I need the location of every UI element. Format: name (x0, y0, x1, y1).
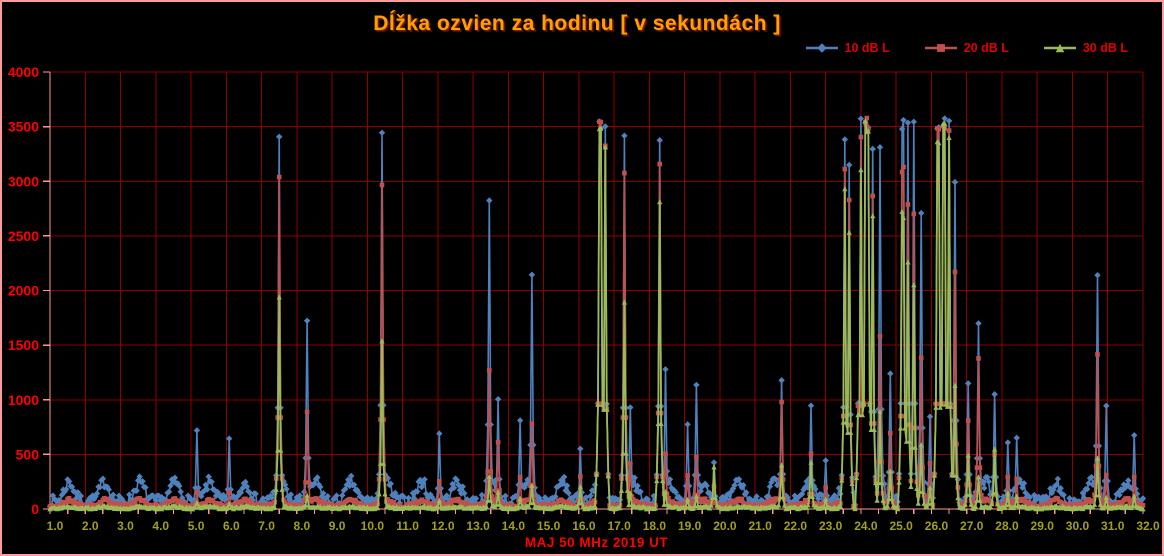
x-tick-label: 5.0 (188, 519, 205, 533)
x-axis-title: MAJ 50 MHz 2019 UT (524, 535, 669, 550)
legend-item-30db: 30 dB L (1043, 41, 1128, 55)
series-30db (47, 118, 1146, 512)
x-tick-label: 6.0 (223, 519, 240, 533)
x-tick-label: 18.0 (643, 519, 667, 533)
y-tick-label: 500 (16, 446, 40, 462)
legend: 10 dB L 20 dB L 30 dB L (805, 41, 1128, 55)
legend-item-20db: 20 dB L (924, 41, 1009, 55)
legend-marker-30db-triangle-icon (1043, 43, 1076, 53)
x-tick-label: 29.0 (1031, 519, 1055, 533)
legend-marker-20db-square-icon (924, 44, 957, 52)
y-tick-label: 4000 (8, 64, 39, 80)
x-tick-label: 30.0 (1066, 519, 1090, 533)
x-tick-label: 14.0 (502, 519, 526, 533)
x-tick-label: 23.0 (819, 519, 843, 533)
x-axis-tick-labels: 1.0 2.0 3.0 4.0 5.0 6.0 7.0 8.0 9.0 10.0 11.0 12.0 1… (47, 519, 1160, 533)
series-markers-30db (47, 118, 1146, 512)
chart-title: Dĺžka ozvien za hodinu [ v sekundách ] (373, 12, 781, 35)
x-tick-label: 3.0 (117, 519, 134, 533)
x-tick-label: 17.0 (607, 519, 631, 533)
x-tick-label: 19.0 (678, 519, 702, 533)
x-tick-label: 16.0 (572, 519, 596, 533)
legend-label-10db: 10 dB L (844, 41, 890, 55)
x-tick-label: 7.0 (258, 519, 275, 533)
x-tick-label: 28.0 (995, 519, 1019, 533)
x-tick-label: 26.0 (925, 519, 949, 533)
x-tick-label: 1.0 (47, 519, 64, 533)
legend-label-20db: 20 dB L (963, 41, 1009, 55)
y-tick-label: 3500 (8, 119, 39, 135)
legend-item-10db: 10 dB L (805, 41, 890, 55)
legend-marker-10db-diamond-icon (805, 43, 838, 53)
x-tick-label: 27.0 (960, 519, 984, 533)
x-tick-label: 15.0 (537, 519, 561, 533)
x-tick-label: 12.0 (431, 519, 455, 533)
x-tick-label: 4.0 (152, 519, 169, 533)
x-tick-label: 22.0 (784, 519, 808, 533)
y-axis-tick-labels: 0 500 1000 1500 2000 2500 3000 3500 4000 (8, 64, 39, 517)
x-tick-label: 9.0 (329, 519, 346, 533)
x-tick-label: 20.0 (713, 519, 737, 533)
y-tick-label: 2000 (8, 283, 39, 299)
y-tick-label: 0 (31, 501, 39, 517)
x-tick-label: 21.0 (748, 519, 772, 533)
legend-label-30db: 30 dB L (1082, 41, 1128, 55)
x-tick-label: 32.0 (1136, 519, 1160, 533)
y-tick-label: 3000 (8, 173, 39, 189)
x-tick-label: 8.0 (293, 519, 310, 533)
x-tick-label: 11.0 (396, 519, 419, 533)
x-tick-label: 31.0 (1101, 519, 1125, 533)
x-tick-label: 10.0 (361, 519, 385, 533)
gridlines (50, 71, 1144, 509)
x-tick-label: 25.0 (890, 519, 914, 533)
y-tick-label: 1500 (8, 337, 39, 353)
y-tick-label: 2500 (8, 228, 39, 244)
y-tick-label: 1000 (8, 392, 39, 408)
x-tick-label: 24.0 (854, 519, 878, 533)
x-tick-label: 13.0 (466, 519, 490, 533)
x-tick-label: 2.0 (82, 519, 99, 533)
